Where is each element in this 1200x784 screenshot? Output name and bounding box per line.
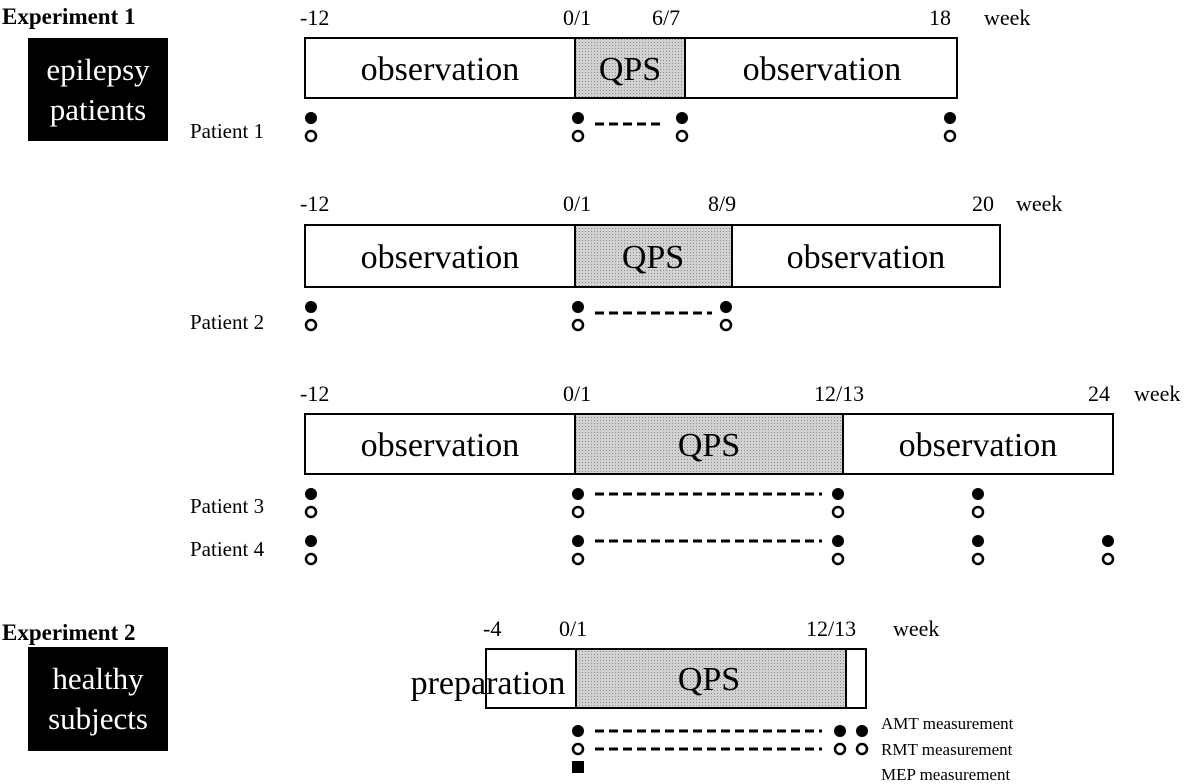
- patient-label: Patient 1: [190, 119, 264, 143]
- open-circle-marker: [943, 129, 957, 143]
- experiment2-group-line1: healthy: [52, 661, 144, 696]
- open-circle-marker: [304, 129, 318, 143]
- filled-circle-marker: [832, 535, 844, 547]
- patient-label: Patient 2: [190, 310, 264, 334]
- patient-3-markers: [304, 488, 985, 519]
- filled-circle-marker: [305, 301, 317, 313]
- experiment2-group-label: healthy subjects: [28, 647, 168, 751]
- filled-circle-marker: [944, 112, 956, 124]
- t3-seg-2: observation: [899, 427, 1058, 464]
- e2-seg-1: QPS: [678, 661, 740, 698]
- open-circle-marker: [571, 552, 585, 566]
- experiment1-group-line2: patients: [49, 91, 147, 127]
- filled-circle-marker: [305, 535, 317, 547]
- t2-seg-2: observation: [787, 239, 946, 276]
- t1-tick-2: 6/7: [652, 5, 680, 30]
- t1-tick-1: 0/1: [563, 5, 591, 30]
- t2-tick-3: 20: [972, 191, 994, 216]
- open-circle-marker: [675, 129, 689, 143]
- e2-seg-0: preparation: [411, 665, 566, 702]
- t1-qps-segment: [574, 37, 686, 99]
- t2-tick-2: 8/9: [708, 191, 736, 216]
- patient-2-markers: [304, 301, 733, 332]
- t3-qps-segment: [574, 413, 844, 475]
- t1-seg-2: observation: [743, 51, 902, 88]
- timeline-2: -12 0/1 8/9 20 week observation QPS obse…: [190, 191, 1062, 334]
- filled-circle-marker: [572, 535, 584, 547]
- t2-tick-1: 0/1: [563, 191, 591, 216]
- experiment1-group-label: epilepsy patients: [28, 38, 168, 141]
- e2-qps-segment: [575, 648, 847, 709]
- filled-circle-marker: [972, 535, 984, 547]
- patient-label: Patient 4: [190, 537, 265, 561]
- t1-unit: week: [984, 5, 1030, 30]
- experiment2-group-line2: subjects: [48, 701, 148, 736]
- timeline-1: -12 0/1 6/7 18 week observation QPS obse…: [190, 5, 1030, 143]
- patient-label: Patient 3: [190, 494, 264, 518]
- t3-tick-1: 0/1: [563, 381, 591, 406]
- open-circle-marker: [831, 552, 845, 566]
- filled-circle-marker: [1102, 535, 1114, 547]
- open-circle-marker: [831, 505, 845, 519]
- filled-circle-marker: [972, 488, 984, 500]
- open-circle-marker: [571, 742, 585, 756]
- filled-circle-marker: [832, 488, 844, 500]
- open-circle-marker: [1101, 552, 1115, 566]
- open-circle-marker: [571, 505, 585, 519]
- experiment2-title: Experiment 2: [2, 620, 136, 645]
- open-circle-marker: [571, 318, 585, 332]
- t3-tick-3: 24: [1088, 381, 1110, 406]
- open-circle-marker: [571, 129, 585, 143]
- filled-circle-marker: [720, 301, 732, 313]
- open-circle-marker: [855, 742, 869, 756]
- t2-unit: week: [1016, 191, 1062, 216]
- filled-circle-marker: [572, 725, 584, 737]
- e2-unit: week: [893, 616, 939, 641]
- t3-seg-0: observation: [361, 427, 520, 464]
- legend-mep: MEP measurement: [881, 765, 1010, 784]
- open-circle-marker: [719, 318, 733, 332]
- t1-tick-3: 18: [929, 5, 951, 30]
- filled-circle-marker: [856, 725, 868, 737]
- patient-1-markers: [304, 112, 957, 143]
- legend-rmt: RMT measurement: [881, 740, 1013, 759]
- open-circle-marker: [304, 318, 318, 332]
- t3-unit: week: [1134, 381, 1180, 406]
- filled-circle-marker: [572, 301, 584, 313]
- patient-4-markers: [304, 535, 1115, 566]
- e2-tick-1: 0/1: [559, 616, 587, 641]
- filled-square-marker: [572, 761, 584, 773]
- t2-seg-1: QPS: [622, 239, 684, 276]
- t3-tick-2: 12/13: [814, 381, 864, 406]
- filled-circle-marker: [572, 488, 584, 500]
- t2-qps-segment: [574, 224, 733, 288]
- experiment1-group-line1: epilepsy: [46, 51, 150, 87]
- t1-tick-0: -12: [300, 5, 329, 30]
- filled-circle-marker: [676, 112, 688, 124]
- timeline-3: -12 0/1 12/13 24 week observation QPS ob…: [190, 381, 1180, 566]
- open-circle-marker: [971, 505, 985, 519]
- timeline-experiment2: -4 0/1 12/13 week preparation QPS AMT me…: [411, 616, 1014, 784]
- open-circle-marker: [971, 552, 985, 566]
- e2-tick-0: -4: [483, 616, 501, 641]
- e2-tick-2: 12/13: [806, 616, 856, 641]
- experiment1-title: Experiment 1: [2, 4, 136, 29]
- t2-tick-0: -12: [300, 191, 329, 216]
- t3-tick-0: -12: [300, 381, 329, 406]
- filled-circle-marker: [305, 488, 317, 500]
- t2-seg-0: observation: [361, 239, 520, 276]
- t1-seg-1: QPS: [599, 51, 661, 88]
- legend-amt: AMT measurement: [881, 714, 1014, 733]
- filled-circle-marker: [305, 112, 317, 124]
- t3-seg-1: QPS: [678, 427, 740, 464]
- open-circle-marker: [833, 742, 847, 756]
- e2-markers: [571, 725, 869, 773]
- open-circle-marker: [304, 552, 318, 566]
- open-circle-marker: [304, 505, 318, 519]
- t1-seg-0: observation: [361, 51, 520, 88]
- filled-circle-marker: [572, 112, 584, 124]
- filled-circle-marker: [834, 725, 846, 737]
